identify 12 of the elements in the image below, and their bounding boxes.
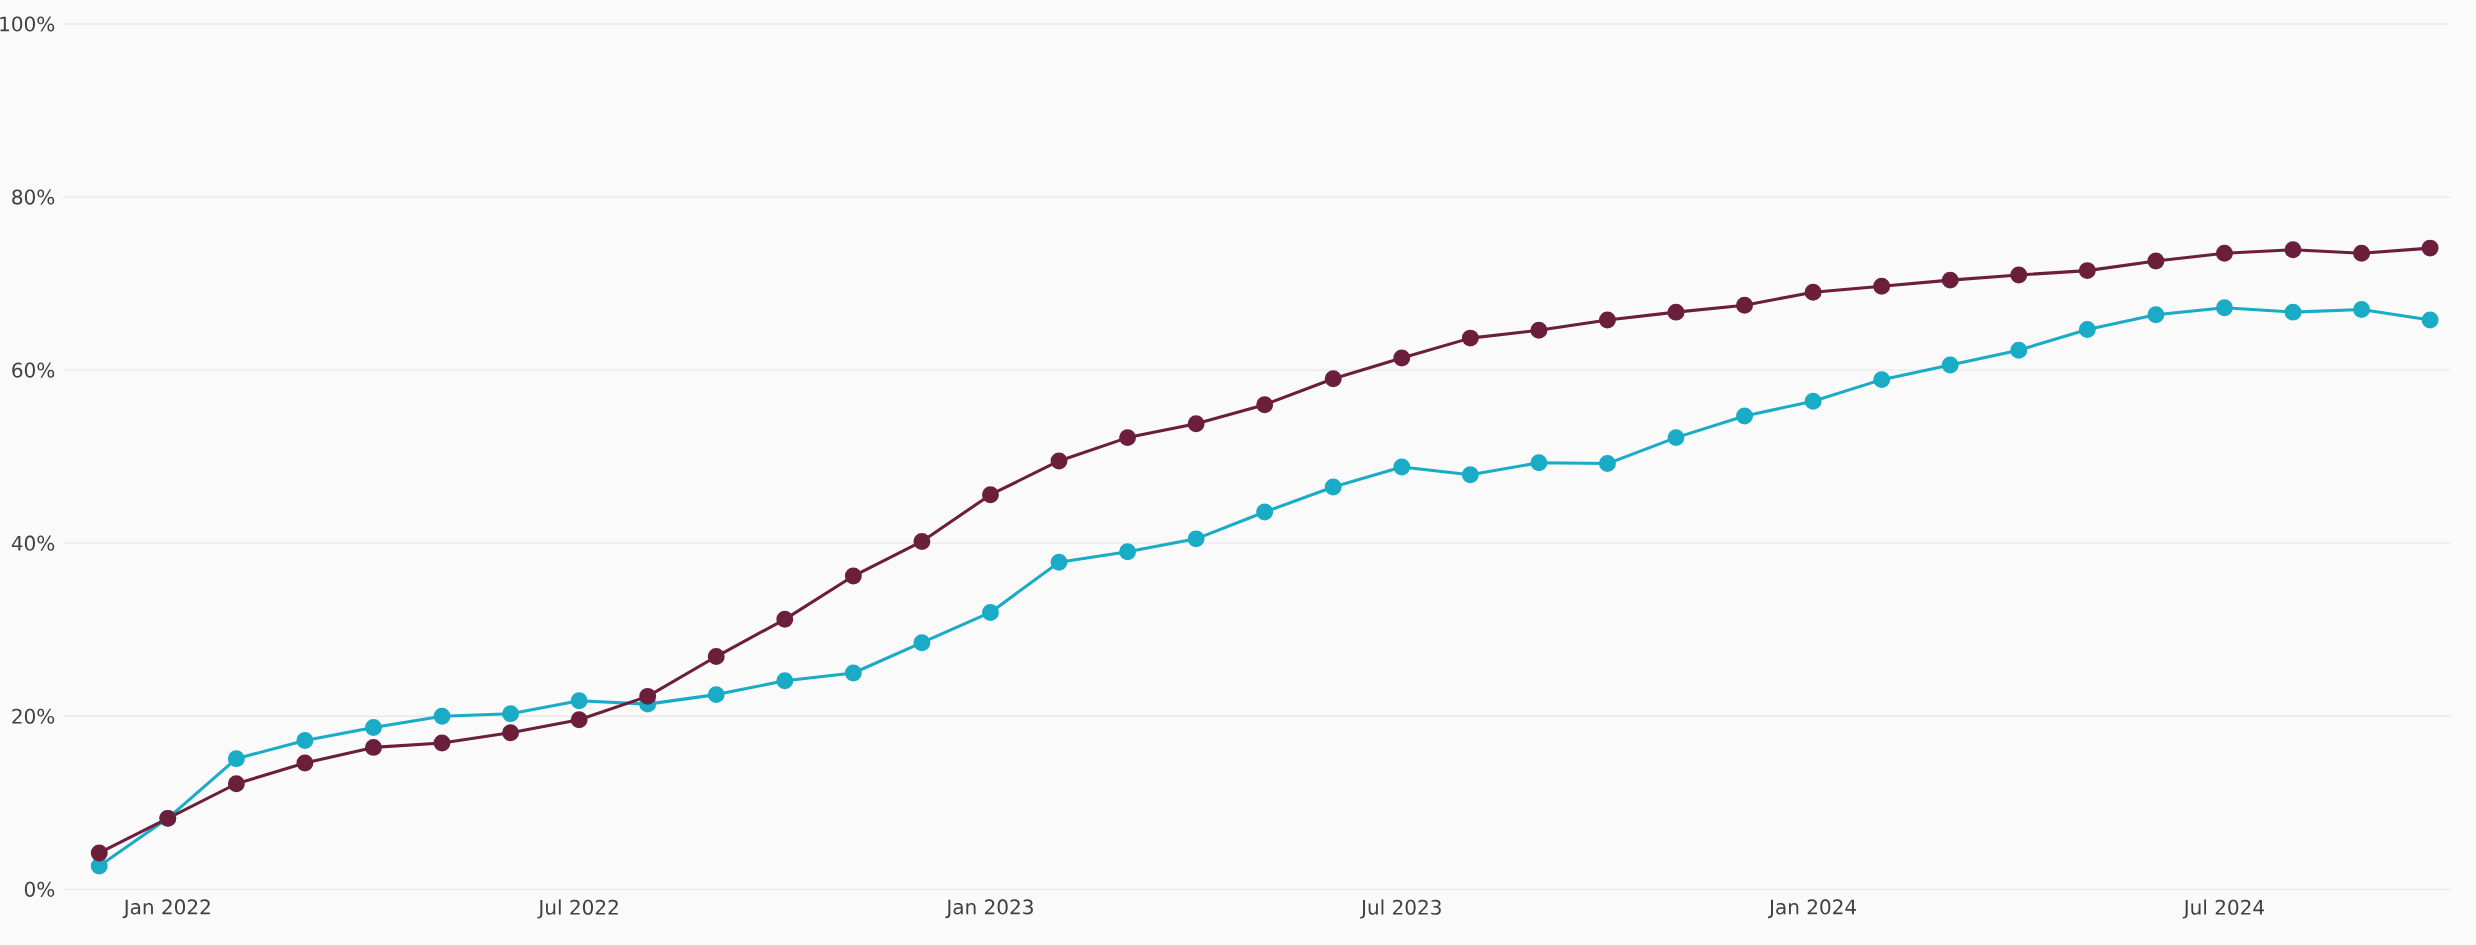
y-tick-label: 100% [0,16,55,32]
y-tick-label: 80% [12,189,55,205]
x-tick-label: Jan 2023 [945,899,1033,919]
y-tick-label: 60% [12,362,55,378]
y-tick-label: 40% [11,535,55,551]
x-tick-label: Jan 2022 [122,899,210,919]
y-tick-label: 20% [12,708,55,724]
y-tick-label: 0% [24,881,55,897]
x-tick-label: Jul 2022 [537,899,618,919]
x-tick-label: Jan 2024 [1768,899,1857,919]
x-tick-label: Jul 2024 [2182,899,2264,919]
x-tick-label: Jul 2023 [1360,899,1441,919]
